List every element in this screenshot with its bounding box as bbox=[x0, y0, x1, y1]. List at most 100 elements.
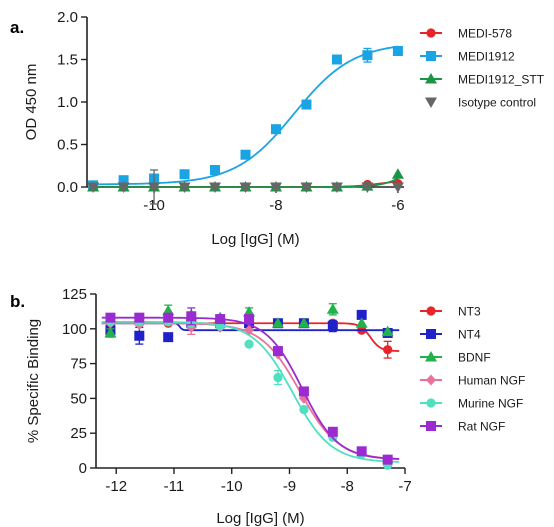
x-tick-label: -10 bbox=[221, 478, 243, 495]
data-point bbox=[326, 303, 339, 314]
data-point bbox=[163, 312, 174, 323]
legend-label: Human NGF bbox=[458, 374, 525, 388]
legend-label: Isotype control bbox=[458, 96, 536, 110]
y-axis-label: % Specific Binding bbox=[25, 319, 42, 443]
data-point bbox=[391, 168, 404, 179]
data-point bbox=[163, 332, 174, 343]
data-point bbox=[381, 325, 394, 337]
panel-label: b. bbox=[10, 292, 25, 311]
data-point bbox=[269, 182, 282, 193]
data-point bbox=[383, 345, 393, 355]
x-tick-label: -6 bbox=[391, 197, 404, 214]
data-point bbox=[117, 182, 130, 193]
y-tick-label: 1.0 bbox=[57, 94, 78, 111]
data-point bbox=[134, 330, 145, 341]
x-tick-label: -8 bbox=[341, 478, 354, 495]
legend-entry: NT4 bbox=[420, 328, 481, 342]
y-tick-label: 2.0 bbox=[57, 9, 78, 26]
data-point bbox=[105, 312, 116, 323]
y-tick-label: 50 bbox=[70, 390, 87, 407]
data-point bbox=[361, 182, 374, 193]
fit-curve bbox=[93, 45, 399, 186]
data-point bbox=[104, 326, 117, 338]
legend-entry: BDNF bbox=[420, 351, 491, 365]
data-point bbox=[355, 317, 368, 328]
legend-marker bbox=[426, 51, 436, 61]
y-tick-label: 75 bbox=[70, 356, 87, 373]
panel-label: a. bbox=[10, 18, 24, 37]
data-point bbox=[271, 317, 284, 328]
x-axis-label: Log [IgG] (M) bbox=[216, 510, 304, 527]
data-point bbox=[87, 182, 100, 193]
legend-entry: Rat NGF bbox=[420, 420, 505, 434]
data-point bbox=[298, 386, 309, 397]
series-rat-ngf bbox=[101, 307, 400, 465]
legend-label: Rat NGF bbox=[458, 420, 505, 434]
series-isotype-control bbox=[87, 169, 404, 205]
data-point bbox=[178, 182, 191, 193]
fit-curve bbox=[101, 316, 400, 460]
data-point bbox=[272, 346, 283, 357]
data-point bbox=[118, 175, 129, 186]
data-point bbox=[297, 317, 310, 328]
data-point bbox=[210, 165, 221, 175]
legend-marker bbox=[426, 374, 436, 386]
legend-marker bbox=[425, 73, 437, 84]
legend-entry: Human NGF bbox=[420, 374, 525, 388]
data-point bbox=[382, 454, 393, 465]
legend-marker bbox=[425, 97, 437, 108]
y-tick-label: 125 bbox=[62, 286, 87, 303]
data-point bbox=[243, 306, 256, 317]
data-point bbox=[301, 99, 312, 110]
legend-marker bbox=[426, 28, 436, 38]
legend-label: MEDI-578 bbox=[458, 27, 512, 41]
y-axis-label: OD 450 nm bbox=[23, 64, 40, 141]
data-point bbox=[239, 182, 252, 193]
data-point bbox=[179, 169, 190, 180]
data-point bbox=[327, 321, 338, 332]
x-tick-label: -7 bbox=[398, 478, 411, 495]
x-tick-label: -9 bbox=[283, 478, 296, 495]
data-point bbox=[356, 309, 367, 320]
chart-panel-b: b. 0 25 50 75 100 125 -12 -11 -10 -9 -8 -7 Log [IgG] … bbox=[10, 286, 525, 527]
data-point bbox=[186, 311, 197, 322]
chart-panel-a: a. 0.0 0.5 1.0 1.5 2.0 -10 -8 -6 Log [IgG] (M) OD … bbox=[10, 9, 545, 248]
data-point bbox=[330, 182, 343, 193]
y-tick-label: 0.5 bbox=[57, 137, 78, 154]
legend-label: NT4 bbox=[458, 328, 481, 342]
legend-label: MEDI1912_STT bbox=[458, 73, 545, 87]
x-tick-label: -11 bbox=[164, 478, 185, 495]
x-tick-label: -8 bbox=[269, 197, 282, 214]
y-tick-label: 0 bbox=[79, 460, 87, 477]
data-point bbox=[270, 124, 281, 135]
data-point bbox=[209, 182, 222, 193]
y-tick-label: 25 bbox=[70, 425, 87, 442]
data-point bbox=[273, 372, 283, 383]
data-point bbox=[392, 46, 403, 56]
legend-label: MEDI1912 bbox=[458, 50, 515, 64]
data-point bbox=[299, 404, 309, 415]
data-point bbox=[362, 50, 373, 61]
data-point bbox=[331, 54, 342, 65]
data-point bbox=[327, 426, 338, 437]
x-axis-label: Log [IgG] (M) bbox=[211, 231, 299, 248]
legend-entry: Murine NGF bbox=[420, 397, 523, 411]
legend-marker bbox=[426, 421, 436, 431]
legend-entry: NT3 bbox=[420, 305, 481, 319]
series-medi1912 bbox=[88, 45, 403, 191]
data-point bbox=[215, 314, 226, 325]
data-point bbox=[244, 314, 255, 325]
fit-curve bbox=[101, 320, 400, 463]
series-murine-ngf bbox=[101, 317, 400, 470]
data-point bbox=[356, 446, 367, 457]
data-point bbox=[244, 339, 254, 349]
legend-label: Murine NGF bbox=[458, 397, 523, 411]
legend-entry: MEDI1912_STT bbox=[420, 73, 545, 87]
data-point bbox=[300, 182, 313, 193]
legend-entry: Isotype control bbox=[425, 96, 536, 110]
y-tick-label: 1.5 bbox=[57, 52, 78, 69]
data-point bbox=[148, 182, 161, 193]
legend-entry: MEDI-578 bbox=[420, 27, 512, 41]
legend-label: NT3 bbox=[458, 305, 481, 319]
